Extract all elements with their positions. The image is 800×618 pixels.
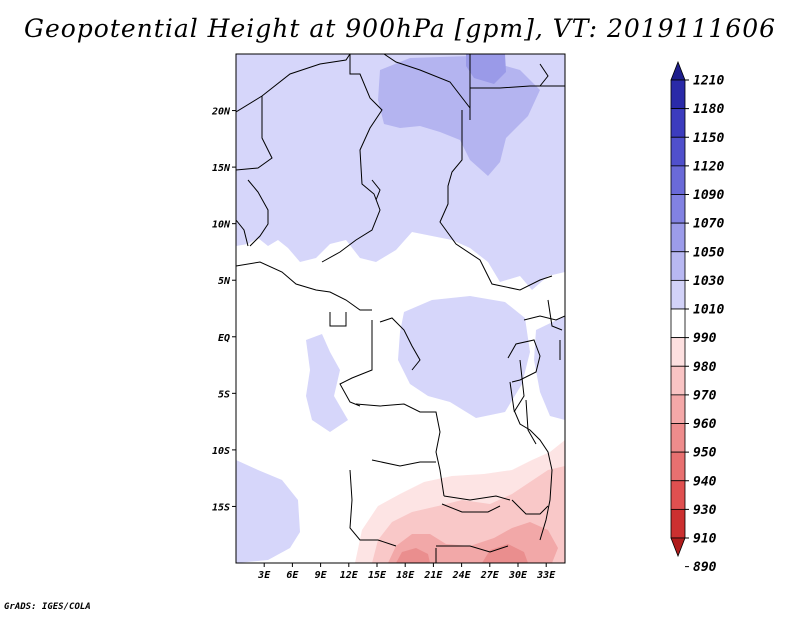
colorbar-level-label: 1030 bbox=[693, 274, 724, 289]
colorbar-level-label: 1180 bbox=[693, 102, 724, 117]
lon-tick-label: 15E bbox=[368, 570, 387, 581]
colorbar-level-label: 930 bbox=[693, 503, 717, 518]
lat-tick-label: 10N bbox=[212, 220, 231, 231]
contour-fill-960-east bbox=[482, 544, 528, 563]
height-field-shading bbox=[236, 54, 565, 563]
colorbar-level-label: 1050 bbox=[693, 245, 724, 260]
colorbar-swatch bbox=[670, 394, 686, 424]
colorbar-level-label: 1150 bbox=[693, 131, 724, 146]
colorbar-swatch bbox=[670, 508, 686, 539]
colorbar-swatch bbox=[670, 308, 686, 339]
colorbar-level-label: 940 bbox=[693, 474, 717, 489]
colorbar-swatch bbox=[670, 194, 686, 224]
contour-fill-1010-west bbox=[306, 334, 348, 432]
contour-fill-1050 bbox=[466, 54, 506, 84]
colorbar-swatch bbox=[670, 279, 686, 310]
lon-tick-label: 21E bbox=[423, 570, 443, 581]
colorbar-swatch bbox=[670, 480, 686, 510]
lon-tick-label: 18E bbox=[396, 570, 415, 581]
lon-tick-label: 33E bbox=[536, 570, 556, 581]
contour-fill-1010-southwest bbox=[236, 460, 300, 563]
colorbar-swatch bbox=[670, 337, 686, 367]
map-frame bbox=[235, 53, 566, 564]
longitude-axis: 3E 6E 9E 12E 15E 18E 21E 24E 27E 30E 33E bbox=[257, 563, 556, 581]
lon-tick-label: 24E bbox=[452, 570, 472, 581]
colorbar-swatch bbox=[670, 537, 686, 558]
colorbar-swatch bbox=[670, 108, 686, 138]
colorbar-swatch bbox=[670, 60, 686, 81]
lon-tick-label: 9E bbox=[315, 570, 328, 581]
lon-tick-label: 6E bbox=[286, 570, 299, 581]
colorbar-swatch bbox=[670, 79, 686, 110]
lat-tick-label: 20N bbox=[211, 107, 231, 118]
colorbar-level-label: 970 bbox=[693, 388, 717, 403]
colorbar-swatch bbox=[670, 251, 686, 281]
grads-credit: GrADS: IGES/COLA bbox=[4, 602, 91, 612]
colorbar-level-label: 1070 bbox=[693, 217, 724, 232]
colorbar-level-label: 960 bbox=[693, 417, 717, 432]
contour-fill-960 bbox=[396, 548, 430, 563]
latitude-axis: 20N 15N 10N 5N EQ 5S 10S 15S bbox=[211, 107, 236, 513]
lat-tick-label: 10S bbox=[212, 446, 230, 457]
lat-tick-label: 15S bbox=[212, 502, 230, 513]
chart-title: Geopotential Height at 900hPa [gpm], VT:… bbox=[23, 14, 777, 43]
country-borders bbox=[236, 54, 565, 563]
colorbar-level-label: 980 bbox=[693, 360, 717, 375]
colorbar-swatch bbox=[670, 365, 686, 396]
contour-fill-1010-central bbox=[398, 296, 530, 418]
colorbar-level-label: 950 bbox=[693, 446, 717, 461]
lon-tick-label: 3E bbox=[257, 570, 271, 581]
colorbar-swatch bbox=[670, 136, 686, 167]
colorbar-level-label: 990 bbox=[693, 331, 717, 346]
colorbar-level-label: 910 bbox=[693, 532, 717, 547]
contour-fill-1010-east bbox=[534, 316, 565, 420]
lon-tick-label: 30E bbox=[508, 570, 528, 581]
lat-tick-label: 5S bbox=[218, 389, 230, 400]
colorbar: 1210 1180 1150 1120 1090 1070 1050 1030 1010 990 9… bbox=[670, 60, 724, 575]
colorbar-level-label: 1090 bbox=[693, 188, 724, 203]
colorbar-swatch bbox=[670, 222, 686, 253]
colorbar-level-label: 890 bbox=[693, 560, 717, 575]
contour-fill-1030 bbox=[378, 56, 540, 176]
lon-tick-label: 27E bbox=[480, 570, 500, 581]
colorbar-swatch bbox=[670, 423, 686, 453]
colorbar-swatch bbox=[670, 451, 686, 482]
colorbar-swatch bbox=[670, 165, 686, 195]
colorbar-level-label: 1120 bbox=[693, 159, 724, 174]
colorbar-level-label: 1210 bbox=[693, 74, 724, 89]
lat-tick-label: EQ bbox=[218, 333, 230, 344]
lon-tick-label: 12E bbox=[340, 570, 359, 581]
colorbar-level-label: 1010 bbox=[693, 303, 724, 318]
lat-tick-label: 5N bbox=[218, 276, 231, 287]
lat-tick-label: 15N bbox=[212, 163, 231, 174]
